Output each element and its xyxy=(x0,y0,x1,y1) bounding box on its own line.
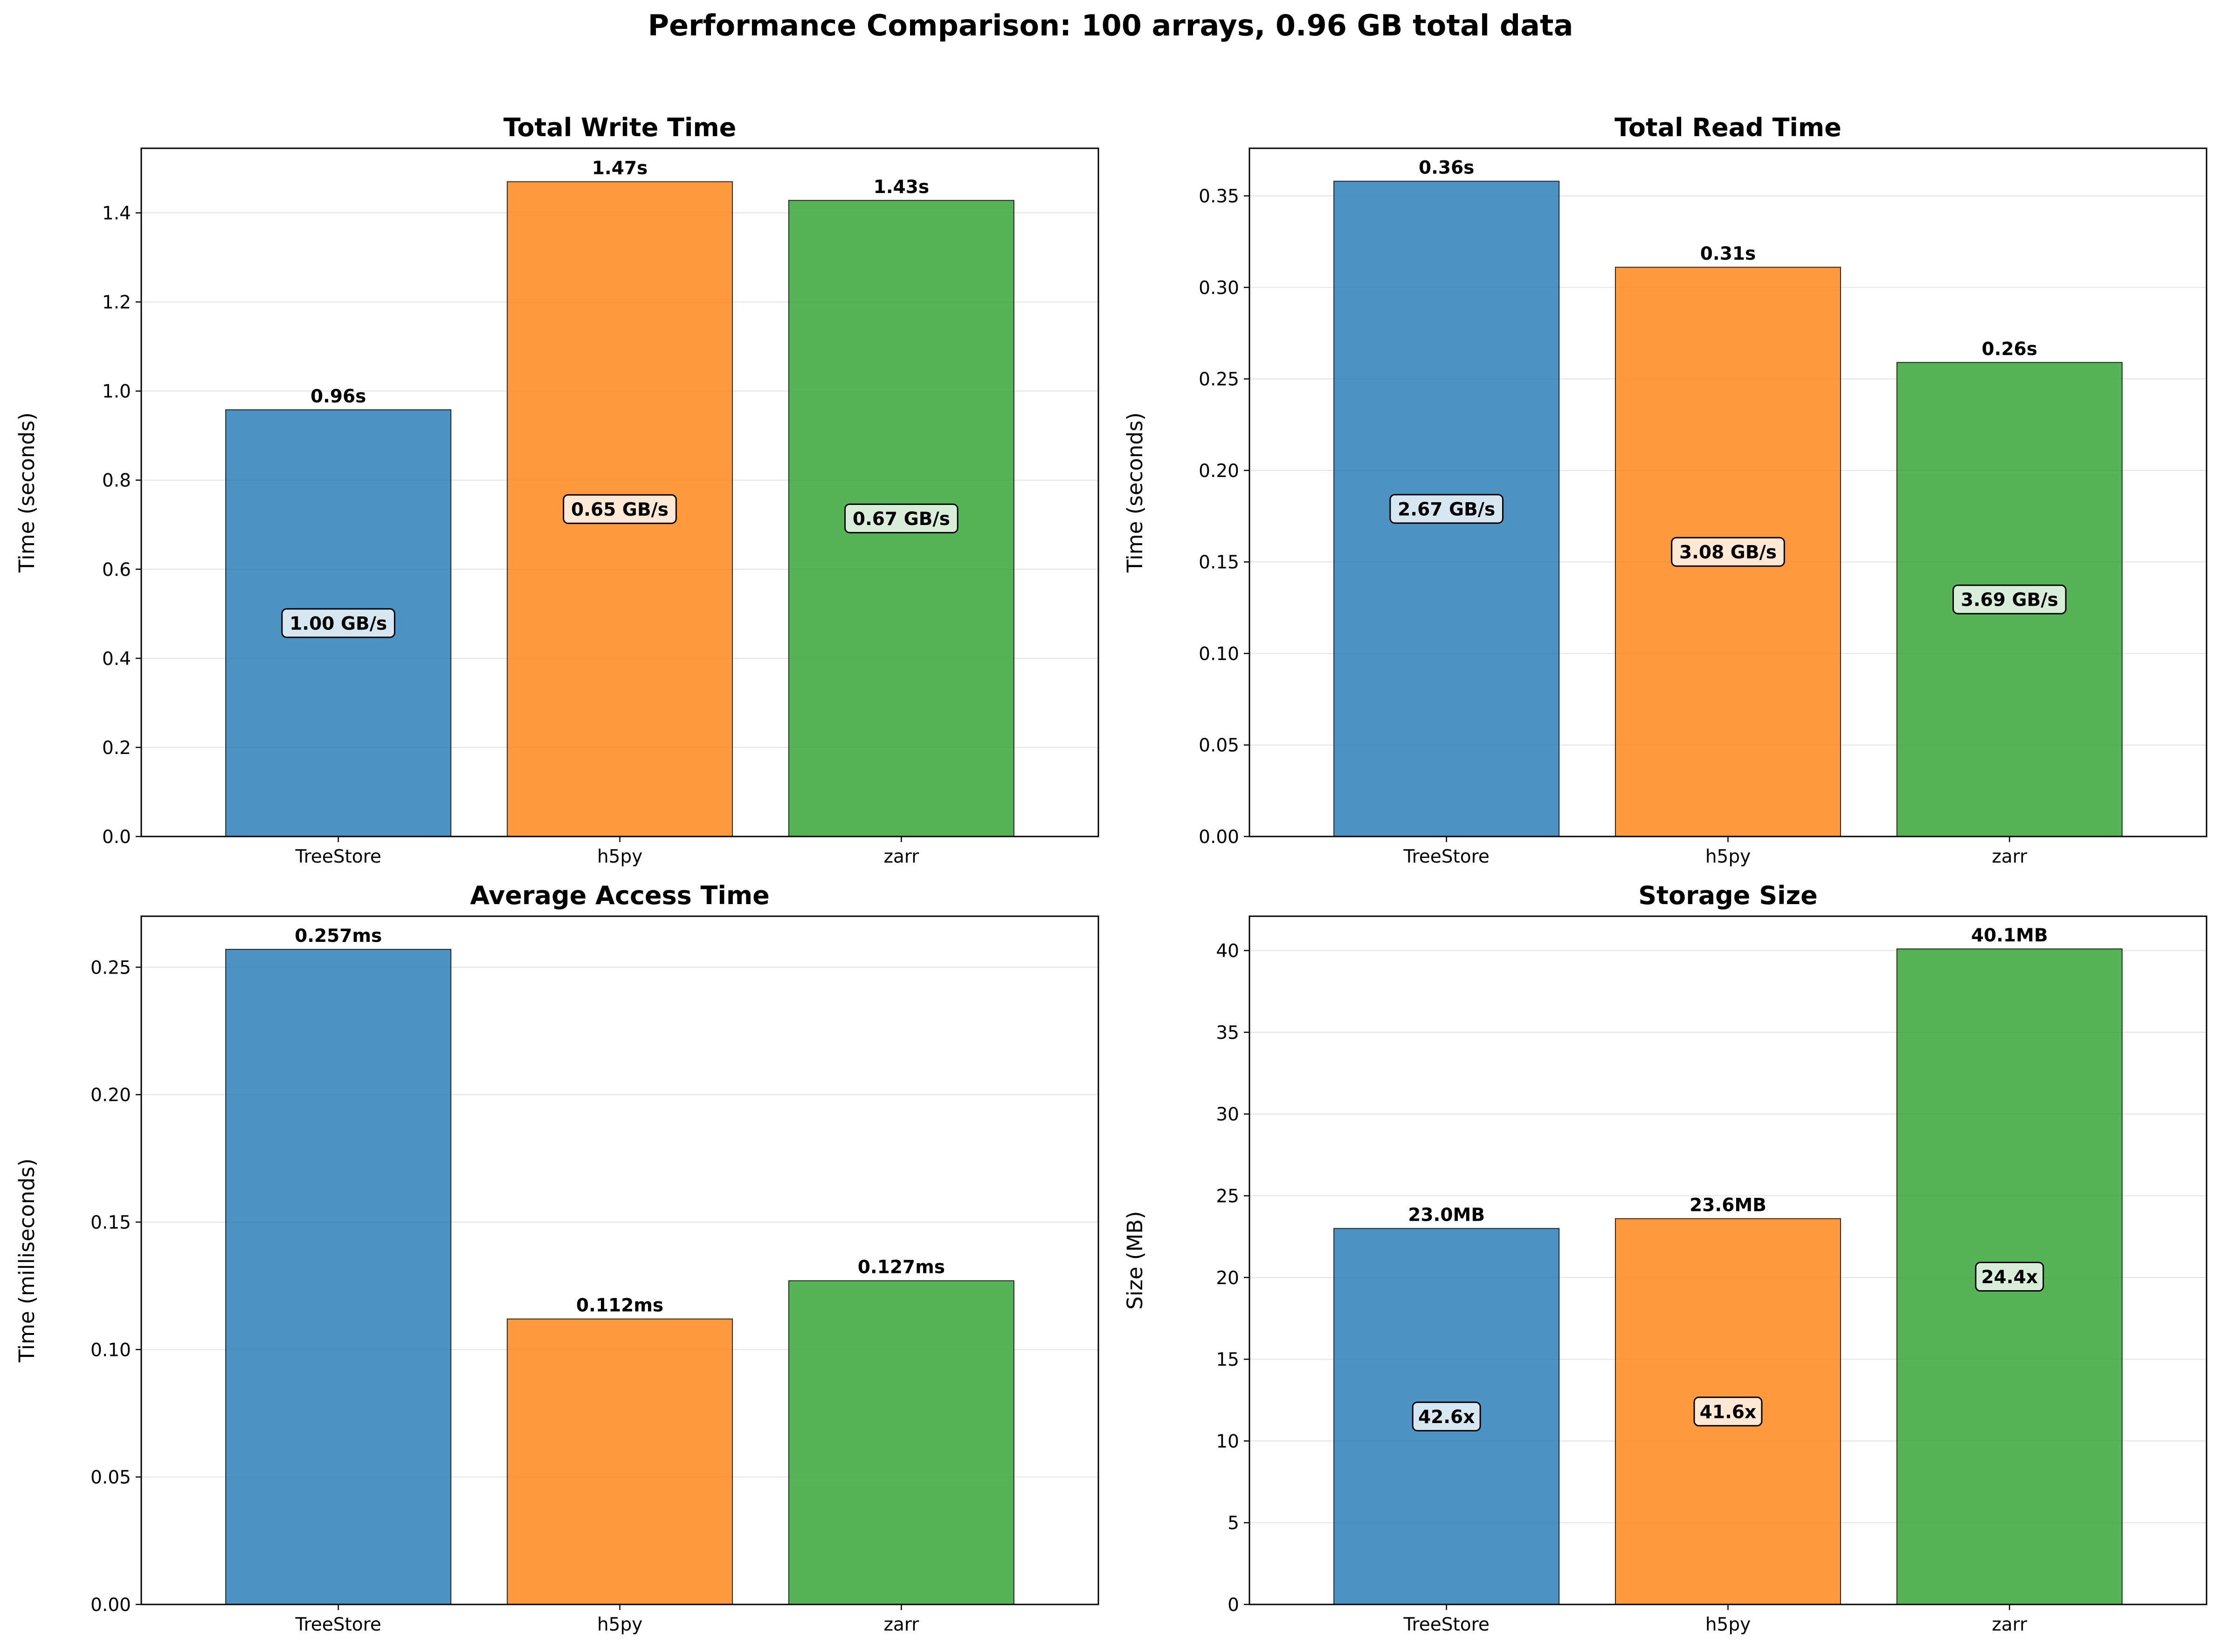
inner-label-box xyxy=(281,608,395,638)
y-tick-label: 0.05 xyxy=(1199,735,1239,756)
chart-panel-2: 0.36s 2.67 GB/s TreeStore 0.31s 3.08 GB/s h5p… xyxy=(1123,113,2207,867)
y-tick-label: 0.8 xyxy=(102,470,131,491)
y-tick-label: 0.2 xyxy=(102,738,131,759)
value-label: 0.26s xyxy=(1982,339,2037,359)
inner-label-box xyxy=(1952,584,2067,615)
x-tick-label: h5py xyxy=(597,1614,642,1635)
x-tick-label: zarr xyxy=(1992,846,2028,867)
inner-label-box xyxy=(1412,1401,1481,1431)
y-tick-label: 25 xyxy=(1216,1186,1239,1207)
x-tick-label: h5py xyxy=(597,846,642,867)
chart-panel-4: 23.0MB 42.6x TreeStore 23.6MB 41.6x h5py 40.1M… xyxy=(1123,881,2207,1635)
y-tick-label: 0 xyxy=(1228,1595,1239,1616)
y-tick-label: 1.2 xyxy=(102,292,131,313)
inner-label-box xyxy=(563,494,677,524)
x-tick-label: TreeStore xyxy=(295,846,381,867)
y-tick-label: 35 xyxy=(1216,1023,1239,1044)
y-axis-label: Time (milliseconds) xyxy=(14,1158,39,1362)
value-label: 23.0MB xyxy=(1408,1205,1485,1226)
y-tick-label: 10 xyxy=(1216,1431,1239,1452)
bar-TreeStore xyxy=(225,949,452,1605)
y-tick-label: 0.10 xyxy=(1199,643,1239,664)
inner-label-box xyxy=(1389,494,1504,524)
y-tick-label: 0.05 xyxy=(90,1467,131,1488)
y-tick-label: 15 xyxy=(1216,1349,1239,1370)
inner-label: 0.65 GB/s xyxy=(571,499,669,520)
axes-frame xyxy=(140,915,1099,1605)
figure-suptitle: Performance Comparison: 100 arrays, 0.96… xyxy=(648,8,1573,42)
x-tick-label: TreeStore xyxy=(1403,1614,1490,1635)
y-tick-label: 1.4 xyxy=(102,203,131,224)
chart-panel-3: 0.257ms TreeStore 0.112ms h5py 0.127ms zarr 0.… xyxy=(14,881,1099,1635)
axes-frame xyxy=(1248,147,2207,837)
value-label: 0.31s xyxy=(1700,243,1756,264)
value-label: 0.112ms xyxy=(576,1295,663,1316)
inner-label: 3.08 GB/s xyxy=(1679,542,1777,563)
y-tick-label: 0.20 xyxy=(1199,461,1239,482)
y-tick-label: 20 xyxy=(1216,1268,1239,1289)
chart-title: Storage Size xyxy=(1638,881,1817,910)
value-label: 0.257ms xyxy=(295,926,382,947)
axes-frame xyxy=(140,147,1099,837)
inner-label-box xyxy=(1693,1396,1763,1427)
inner-label-box xyxy=(844,503,959,533)
x-tick-label: zarr xyxy=(1992,1614,2028,1635)
value-label: 0.36s xyxy=(1419,158,1474,179)
chart-title: Average Access Time xyxy=(470,881,770,910)
y-tick-label: 0.25 xyxy=(1199,369,1239,390)
value-label: 1.47s xyxy=(592,158,648,179)
inner-label: 0.67 GB/s xyxy=(853,509,950,530)
inner-label-box xyxy=(1671,537,1785,567)
chart-panel-1: 0.96s 1.00 GB/s TreeStore 1.47s 0.65 GB/s h5p… xyxy=(14,113,1099,867)
value-label: 0.96s xyxy=(310,386,366,407)
y-tick-label: 0.10 xyxy=(90,1340,131,1361)
x-tick-label: h5py xyxy=(1705,1614,1751,1635)
x-tick-label: h5py xyxy=(1705,846,1751,867)
y-tick-label: 30 xyxy=(1216,1104,1239,1125)
chart-title: Total Read Time xyxy=(1614,113,1842,142)
inner-label: 41.6x xyxy=(1700,1402,1756,1423)
y-tick-label: 40 xyxy=(1216,941,1239,962)
y-tick-label: 0.15 xyxy=(90,1212,131,1233)
axes-frame xyxy=(1248,915,2207,1605)
y-tick-label: 1.0 xyxy=(102,381,131,402)
bar-zarr xyxy=(788,1280,1014,1605)
chart-title: Total Write Time xyxy=(504,113,737,142)
y-tick-label: 0.6 xyxy=(102,560,131,581)
bar-h5py xyxy=(506,1318,733,1605)
value-label: 1.43s xyxy=(874,177,929,198)
y-axis-label: Time (seconds) xyxy=(14,412,39,573)
y-tick-label: 0.0 xyxy=(102,827,131,848)
value-label: 0.127ms xyxy=(858,1257,945,1278)
y-axis-label: Time (seconds) xyxy=(1123,412,1147,573)
value-label: 40.1MB xyxy=(1971,925,2048,946)
inner-label: 42.6x xyxy=(1418,1407,1475,1428)
inner-label: 2.67 GB/s xyxy=(1398,499,1495,520)
y-tick-label: 5 xyxy=(1228,1513,1239,1534)
y-tick-label: 0.25 xyxy=(90,957,131,978)
inner-label-box xyxy=(1975,1262,2044,1292)
x-tick-label: TreeStore xyxy=(295,1614,381,1635)
inner-label: 1.00 GB/s xyxy=(290,613,387,634)
x-tick-label: zarr xyxy=(883,1614,919,1635)
x-tick-label: zarr xyxy=(883,846,919,867)
y-tick-label: 0.15 xyxy=(1199,552,1239,573)
value-label: 23.6MB xyxy=(1690,1195,1766,1216)
y-tick-label: 0.4 xyxy=(102,649,131,670)
y-tick-label: 0.30 xyxy=(1199,277,1239,298)
y-tick-label: 0.35 xyxy=(1199,186,1239,207)
x-tick-label: TreeStore xyxy=(1403,846,1490,867)
inner-label: 24.4x xyxy=(1981,1267,2038,1288)
y-axis-label: Size (MB) xyxy=(1123,1211,1147,1310)
y-tick-label: 0.00 xyxy=(90,1595,131,1616)
y-tick-label: 0.20 xyxy=(90,1085,131,1106)
y-tick-label: 0.00 xyxy=(1199,827,1239,848)
inner-label: 3.69 GB/s xyxy=(1961,590,2058,611)
